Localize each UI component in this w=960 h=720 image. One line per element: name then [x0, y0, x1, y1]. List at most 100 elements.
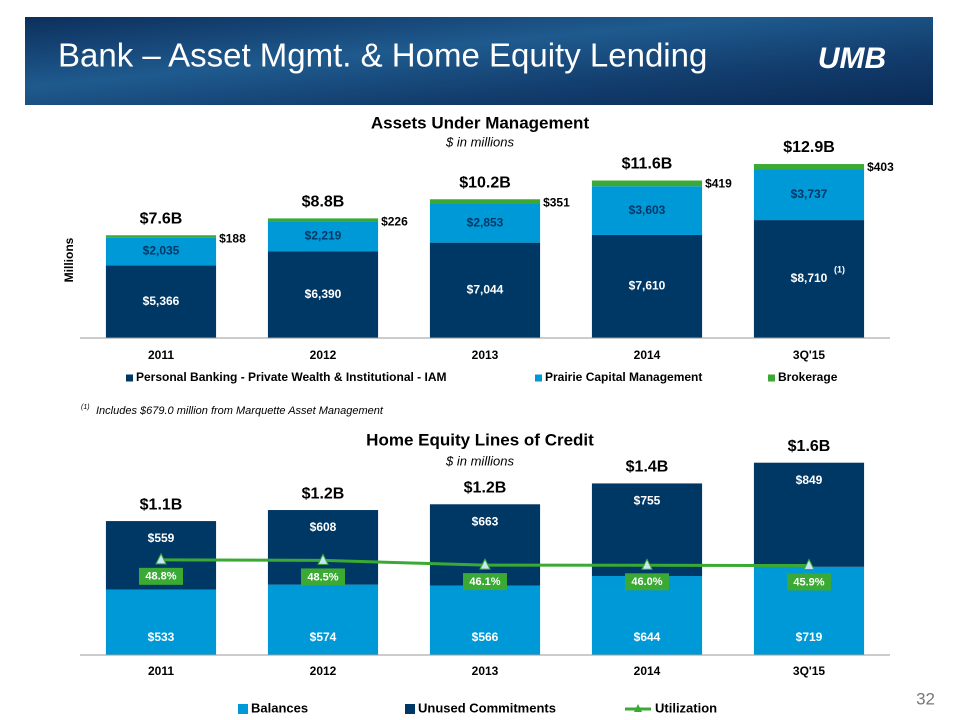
utilization-marker: [803, 558, 815, 570]
value-label: $5,366: [143, 294, 180, 308]
value-label: $608: [310, 520, 337, 534]
value-label: $226: [381, 215, 408, 229]
footnote: Includes $679.0 million from Marquette A…: [96, 405, 384, 417]
utilization-label: 45.9%: [793, 576, 824, 588]
chart-subtitle: $ in millions: [445, 134, 514, 149]
y-axis-label: Millions: [62, 237, 76, 282]
x-tick-label: 2011: [148, 348, 174, 362]
total-label: $1.2B: [464, 479, 507, 496]
utilization-label-box: [301, 568, 345, 586]
bar-segment: [753, 164, 865, 170]
value-label: $644: [634, 630, 661, 644]
value-label: $8,710: [791, 271, 828, 285]
x-tick-label: 2014: [634, 348, 661, 362]
bar-segment: [429, 204, 541, 243]
legend-label: Personal Banking - Private Wealth & Inst…: [136, 370, 447, 384]
value-label: $188: [219, 231, 246, 245]
utilization-label-box: [787, 573, 831, 591]
legend-swatch: [126, 374, 133, 382]
utilization-label: 48.8%: [145, 571, 176, 583]
x-tick-label: 2014: [634, 664, 661, 678]
chart-title: Assets Under Management: [371, 113, 590, 132]
total-label: $1.1B: [140, 496, 183, 513]
total-label: $1.2B: [302, 485, 345, 502]
legend-label: Utilization: [655, 700, 717, 715]
utilization-label-box: [625, 573, 669, 591]
total-label: $11.6B: [622, 156, 673, 173]
value-label: $3,737: [791, 187, 828, 201]
x-tick-label: 2013: [472, 664, 499, 678]
value-label: $559: [148, 531, 175, 545]
bar-segment: [591, 180, 703, 187]
utilization-marker: [479, 557, 491, 570]
utilization-label: 48.5%: [307, 571, 338, 583]
value-label: $351: [543, 195, 570, 209]
chart-title: Home Equity Lines of Credit: [366, 430, 594, 449]
utilization-label-box: [139, 567, 183, 585]
legend-swatch: [768, 374, 775, 382]
utilization-marker: [641, 558, 653, 570]
value-label: $2,853: [467, 215, 504, 229]
bar-segment: [105, 265, 217, 338]
value-label: $403: [867, 160, 894, 174]
value-label: $6,390: [305, 287, 342, 301]
bar-segment: [753, 169, 865, 221]
bar-segment: [267, 218, 379, 222]
page-number: 32: [916, 689, 935, 708]
value-label: $574: [310, 630, 337, 644]
legend-swatch: [405, 704, 415, 714]
bar-segment: [429, 585, 541, 655]
value-label: $3,603: [629, 203, 666, 217]
utilization-label-box: [463, 573, 507, 591]
total-label: $1.4B: [626, 459, 669, 476]
footnote-marker: (1): [81, 404, 90, 411]
total-label: $1.6B: [788, 438, 831, 455]
utilization-marker: [317, 553, 329, 565]
value-label: $7,610: [629, 279, 666, 293]
legend-swatch: [238, 704, 248, 714]
legend-label: Prairie Capital Management: [545, 370, 702, 384]
bar-segment: [105, 235, 217, 238]
legend-marker: [634, 704, 642, 712]
bar-segment: [267, 584, 379, 655]
bar-segment: [105, 237, 217, 266]
x-tick-label: 2013: [472, 348, 499, 362]
value-label: $419: [705, 177, 732, 191]
bar-segment: [753, 462, 865, 567]
total-label: $10.2B: [459, 174, 511, 191]
x-tick-label: 2011: [148, 664, 174, 678]
utilization-label: 46.1%: [469, 576, 500, 588]
logo: UMB: [818, 42, 886, 75]
bar-segment: [267, 221, 379, 252]
chart-subtitle: $ in millions: [445, 453, 514, 468]
x-tick-label: 2012: [310, 348, 337, 362]
slide-title: Bank – Asset Mgmt. & Home Equity Lending: [58, 37, 707, 74]
value-label: $2,035: [143, 244, 180, 258]
bar-segment: [753, 220, 865, 338]
bar-segment: [591, 186, 703, 235]
bar-segment: [591, 234, 703, 338]
value-label: $719: [796, 630, 823, 644]
value-label: $2,219: [305, 229, 342, 243]
bar-segment: [429, 242, 541, 338]
bar-segment: [105, 589, 217, 655]
value-label: $7,044: [467, 282, 504, 296]
legend-label: Unused Commitments: [418, 700, 556, 715]
footnote-marker: (1): [834, 264, 845, 274]
bar-segment: [267, 251, 379, 338]
value-label: $533: [148, 630, 175, 644]
total-label: $12.9B: [783, 139, 835, 156]
legend-label: Balances: [251, 700, 308, 715]
x-tick-label: 3Q'15: [793, 664, 826, 678]
legend-label: Brokerage: [778, 370, 838, 384]
legend-swatch: [535, 374, 542, 382]
x-tick-label: 2012: [310, 664, 337, 678]
value-label: $663: [472, 514, 499, 528]
value-label: $566: [472, 630, 499, 644]
total-label: $8.8B: [302, 194, 345, 211]
bar-segment: [429, 504, 541, 586]
header-banner: [25, 17, 933, 105]
value-label: $755: [634, 494, 661, 508]
utilization-marker: [155, 552, 167, 565]
